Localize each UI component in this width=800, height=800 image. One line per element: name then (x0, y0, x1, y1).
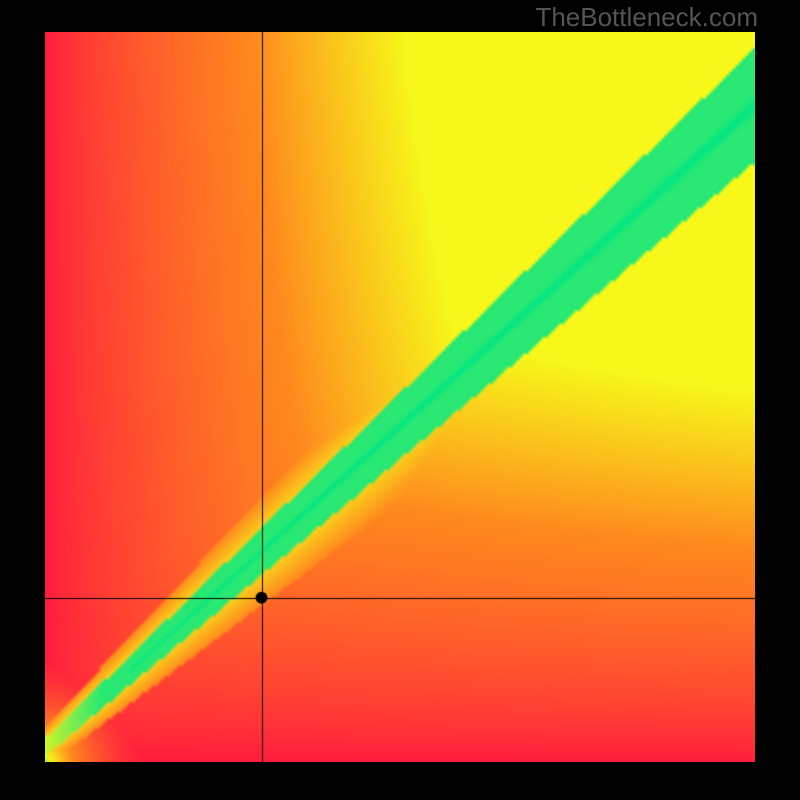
watermark-text: TheBottleneck.com (535, 2, 758, 33)
bottleneck-heatmap-canvas (45, 32, 755, 762)
chart-container: TheBottleneck.com (0, 0, 800, 800)
